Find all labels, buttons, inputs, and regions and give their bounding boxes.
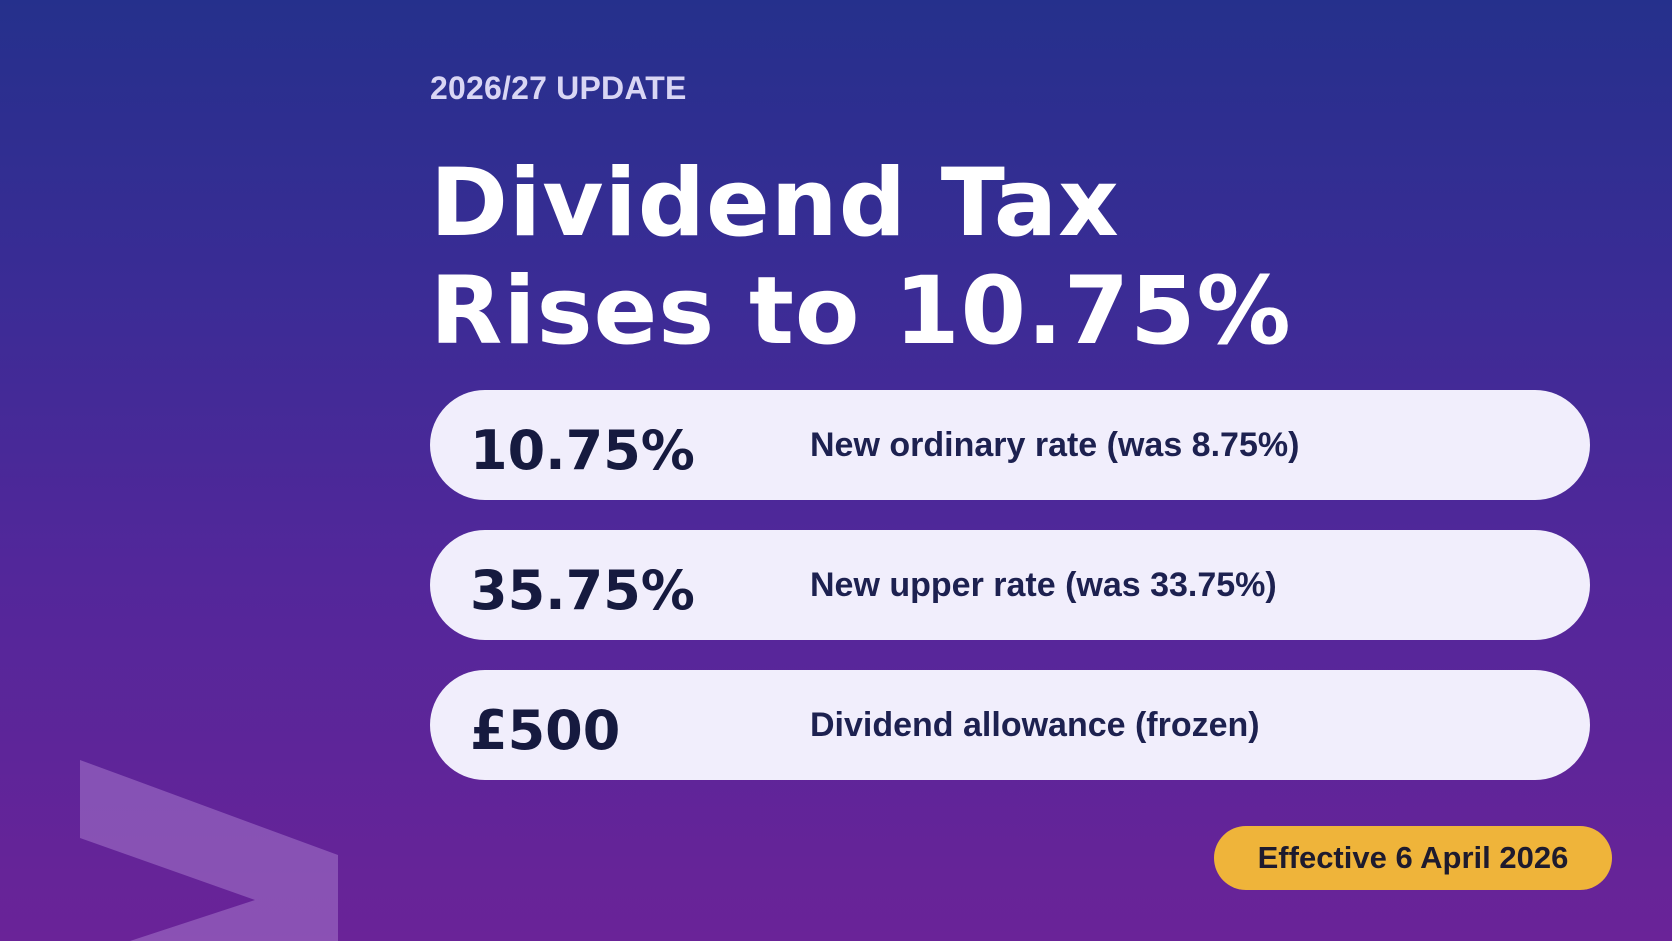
- eyebrow-label: 2026/27 UPDATE: [430, 70, 687, 106]
- card-value: 35.75%: [470, 559, 695, 622]
- rate-card-upper: 35.75% New upper rate (was 33.75%): [430, 530, 1590, 640]
- title-line-1: Dividend Tax: [430, 149, 1120, 258]
- card-label: New upper rate (was 33.75%): [810, 566, 1277, 604]
- card-label: New ordinary rate (was 8.75%): [810, 426, 1300, 464]
- card-value: £500: [470, 699, 621, 762]
- page-title: Dividend Tax Rises to 10.75%: [430, 150, 1292, 366]
- rate-cards: 10.75% New ordinary rate (was 8.75%) 35.…: [430, 390, 1590, 810]
- effective-date-badge: Effective 6 April 2026: [1214, 826, 1612, 890]
- card-value: 10.75%: [470, 419, 695, 482]
- title-line-2: Rises to 10.75%: [430, 257, 1292, 366]
- rate-card-allowance: £500 Dividend allowance (frozen): [430, 670, 1590, 780]
- card-label: Dividend allowance (frozen): [810, 706, 1260, 744]
- rate-card-ordinary: 10.75% New ordinary rate (was 8.75%): [430, 390, 1590, 500]
